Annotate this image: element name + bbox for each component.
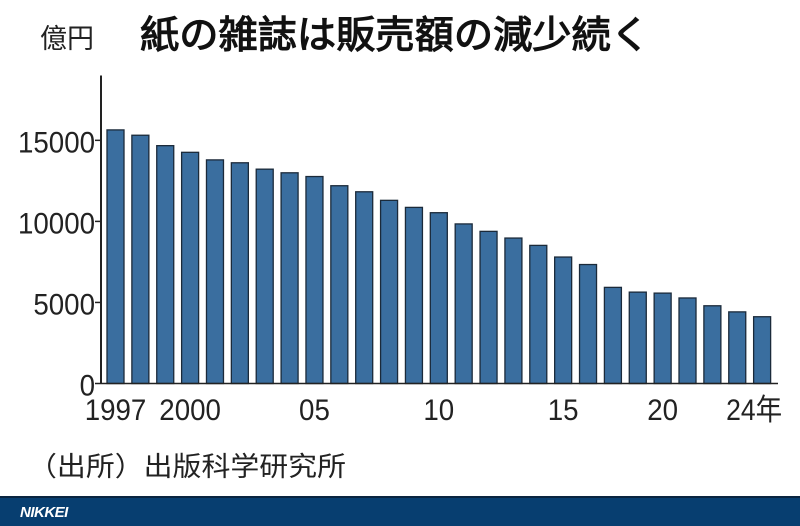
bar-1997 <box>106 129 125 385</box>
bar-1999 <box>156 145 175 385</box>
x-tick-label: 20 <box>647 394 678 427</box>
chart-title: 紙の雑誌は販売額の減少続く <box>140 13 650 57</box>
bar-2014 <box>529 244 548 385</box>
bar-2006 <box>330 185 349 385</box>
x-tick-label: 2000 <box>159 394 221 427</box>
bar-2005 <box>305 175 324 385</box>
bar-2012 <box>479 230 498 385</box>
nikkei-logo: NIKKEI <box>20 504 68 521</box>
bar-2019 <box>628 291 647 385</box>
bar-2001 <box>205 159 225 385</box>
bar-2010 <box>429 212 448 385</box>
bar-2004 <box>280 172 299 385</box>
x-tick-label: 05 <box>299 394 330 427</box>
bar-2016 <box>578 263 598 385</box>
bar-2020 <box>653 292 672 385</box>
bar-1998 <box>131 134 150 385</box>
x-tick-label: 1997 <box>85 394 147 427</box>
x-tick-label: 10 <box>423 394 454 427</box>
bar-2000 <box>180 151 200 385</box>
bar-2011 <box>454 223 473 385</box>
bar-chart: 億円 紙の雑誌は販売額の減少続く 0 5000 10000 15000 1997 2000… <box>18 13 782 483</box>
y-tick-label: 15000 <box>18 126 95 159</box>
bar-2015 <box>554 256 573 385</box>
y-tick-label: 10000 <box>18 207 95 240</box>
bar-2024 <box>752 316 772 385</box>
y-tick-label: 0 <box>80 370 95 403</box>
bar-2009 <box>404 206 424 385</box>
bar-2007 <box>355 191 374 385</box>
x-tick-label: 15 <box>548 394 579 427</box>
bar-2003 <box>255 168 274 385</box>
bar-2002 <box>230 162 250 385</box>
x-tick-label: 24年 <box>726 394 782 427</box>
bar-2008 <box>379 199 399 385</box>
footer-bar: NIKKEI <box>0 496 800 526</box>
source-note: （出所）出版科学研究所 <box>28 452 346 483</box>
bar-2018 <box>603 286 623 385</box>
bar-2023 <box>728 311 747 385</box>
bar-2022 <box>703 305 722 385</box>
bar-2013 <box>504 237 523 385</box>
unit-label: 億円 <box>40 24 94 55</box>
y-tick-label: 5000 <box>33 288 95 321</box>
bar-2021 <box>678 297 697 385</box>
